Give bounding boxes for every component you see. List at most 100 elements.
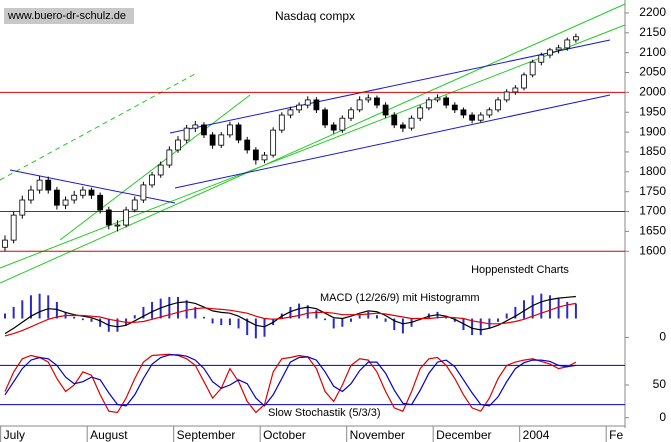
- candle-body: [460, 109, 467, 116]
- candle-body: [399, 124, 406, 129]
- candle-body: [451, 104, 458, 111]
- candle-body: [226, 124, 233, 136]
- candle-body: [19, 199, 26, 216]
- annotation: Hoppenstedt Charts: [471, 264, 569, 276]
- candle-body: [339, 117, 346, 131]
- candle-body: [503, 91, 510, 101]
- candle-body: [425, 99, 432, 109]
- histogram-bar: [194, 306, 197, 319]
- candle-body: [261, 154, 268, 161]
- y-tick-label: 0: [659, 330, 666, 344]
- candle-body: [218, 134, 225, 146]
- histogram-bar: [566, 301, 569, 319]
- candle-body: [330, 124, 337, 131]
- candle-body: [131, 199, 138, 211]
- histogram-bar: [540, 293, 543, 319]
- histogram-bar: [574, 303, 577, 319]
- y-tick-label: 2000: [639, 85, 666, 99]
- candle-body: [166, 149, 173, 166]
- candle-body: [209, 134, 216, 146]
- candle-body: [79, 189, 86, 196]
- candle-body: [45, 179, 52, 191]
- histogram-bar: [298, 303, 301, 319]
- histogram-bar: [479, 318, 482, 336]
- candle-body: [88, 189, 95, 196]
- histogram-bar: [289, 306, 292, 319]
- candle-body: [555, 47, 562, 51]
- candle-body: [408, 117, 415, 129]
- trendline: [174, 94, 611, 189]
- y-tick-label: 2100: [639, 45, 666, 59]
- histogram-bar: [324, 318, 327, 321]
- line: [4, 353, 577, 414]
- histogram-bar: [159, 298, 162, 319]
- candle-body: [322, 109, 328, 126]
- candle-body: [313, 99, 320, 111]
- candle-body: [434, 97, 441, 101]
- histogram-bar: [168, 296, 171, 319]
- histogram-bar: [332, 318, 335, 329]
- y-tick-label: 1600: [639, 243, 666, 257]
- candle-body: [235, 124, 242, 141]
- candle-body: [157, 164, 164, 176]
- candle-body: [417, 107, 424, 119]
- histogram-bar: [142, 306, 145, 319]
- histogram-bar: [29, 295, 32, 319]
- candle-body: [10, 214, 17, 241]
- candle-body: [175, 139, 181, 151]
- histogram-bar: [471, 318, 474, 336]
- candle-body: [374, 97, 380, 106]
- y-tick-label: 2200: [639, 5, 666, 19]
- x-tick-label: 2004: [523, 428, 550, 442]
- candle-body: [97, 194, 104, 211]
- histogram-bar: [263, 318, 266, 337]
- histogram-bar: [47, 295, 50, 319]
- trendline: [59, 94, 251, 241]
- candle-body: [192, 124, 199, 129]
- histogram-bar: [375, 315, 378, 319]
- histogram-bar: [350, 318, 352, 322]
- histogram-bar: [151, 301, 154, 319]
- histogram-bar: [177, 296, 179, 319]
- x-tick-label: Fe: [609, 428, 623, 442]
- watermark-box: [4, 8, 134, 24]
- candle-body: [149, 174, 155, 186]
- histogram-bar: [358, 315, 361, 319]
- trendline: [0, 73, 196, 181]
- candle-body: [495, 99, 501, 111]
- histogram-bar: [12, 306, 15, 319]
- candle-body: [382, 104, 389, 116]
- line: [4, 302, 577, 337]
- y-tick-label: 1650: [639, 224, 666, 238]
- candle-body: [365, 97, 372, 101]
- histogram-bar: [116, 318, 119, 332]
- candle-body: [477, 114, 484, 121]
- histogram-bar: [315, 310, 318, 319]
- histogram-bar: [505, 313, 508, 319]
- y-tick-label: 0: [659, 410, 666, 424]
- candle-body: [2, 239, 8, 248]
- candle-body: [114, 224, 121, 227]
- y-tick-label: 1700: [639, 204, 666, 218]
- histogram-bar: [133, 315, 136, 319]
- x-tick-label: July: [4, 428, 25, 442]
- histogram-bar: [185, 300, 188, 319]
- histogram-bar: [384, 318, 387, 322]
- histogram-bar: [73, 316, 76, 319]
- stoch-title: Slow Stochastik (5/3/3): [268, 407, 381, 419]
- line: [4, 295, 576, 335]
- histogram-bar: [220, 318, 223, 326]
- trendline: [0, 3, 626, 284]
- candle-body: [512, 87, 519, 93]
- histogram-bar: [531, 295, 534, 319]
- candle-body: [270, 129, 277, 156]
- histogram-bar: [497, 318, 500, 322]
- candle-body: [28, 189, 34, 201]
- histogram-bar: [445, 316, 448, 319]
- histogram-bar: [306, 305, 309, 319]
- candle-body: [62, 199, 69, 206]
- histogram-bar: [523, 300, 525, 319]
- histogram-bar: [393, 318, 396, 331]
- y-tick-label: 1850: [639, 144, 666, 158]
- x-tick-label: September: [177, 428, 236, 442]
